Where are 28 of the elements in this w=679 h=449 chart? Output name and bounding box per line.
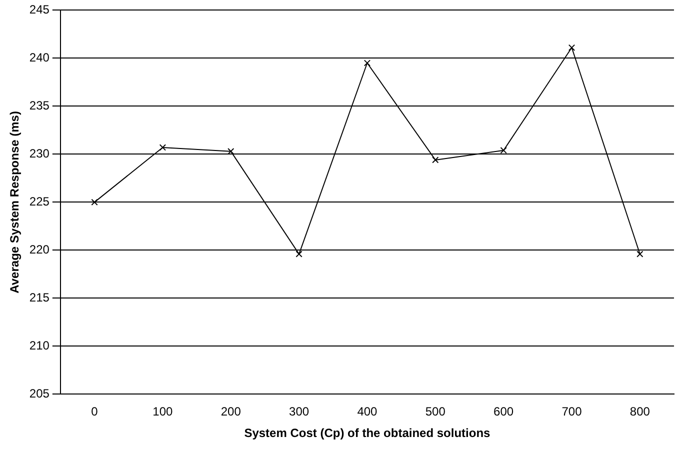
x-axis-title: System Cost (Cp) of the obtained solutions <box>244 426 491 440</box>
x-tick-label: 100 <box>152 404 174 419</box>
y-tick-label: 235 <box>29 98 50 113</box>
x-tick-label: 300 <box>289 404 310 419</box>
point <box>432 156 439 164</box>
y-axis-title: Average System Response (ms) <box>8 111 22 294</box>
y-tick-label: 225 <box>29 194 50 209</box>
point <box>91 198 98 206</box>
point <box>296 250 302 258</box>
x-tick-label: 0 <box>91 404 98 419</box>
point <box>364 60 371 66</box>
x-tick-label: 700 <box>562 404 582 419</box>
point <box>636 250 644 258</box>
y-tick-label: 215 <box>29 290 50 305</box>
y-tick-label: 220 <box>29 242 50 257</box>
y-tick-label: 240 <box>29 50 50 65</box>
y-tick-label: 205 <box>29 386 50 401</box>
x-tick-label: 400 <box>357 404 378 419</box>
y-tick-label: 230 <box>29 146 50 161</box>
x-tick-label: 600 <box>494 404 514 419</box>
point <box>500 147 507 154</box>
y-tick-label: 245 <box>29 2 50 17</box>
point <box>159 144 166 151</box>
x-tick-label: 200 <box>220 404 242 419</box>
y-tick-label: 210 <box>29 338 50 353</box>
point <box>568 44 576 51</box>
x-tick-label: 500 <box>425 404 446 419</box>
x-tick-label: 800 <box>630 404 650 419</box>
